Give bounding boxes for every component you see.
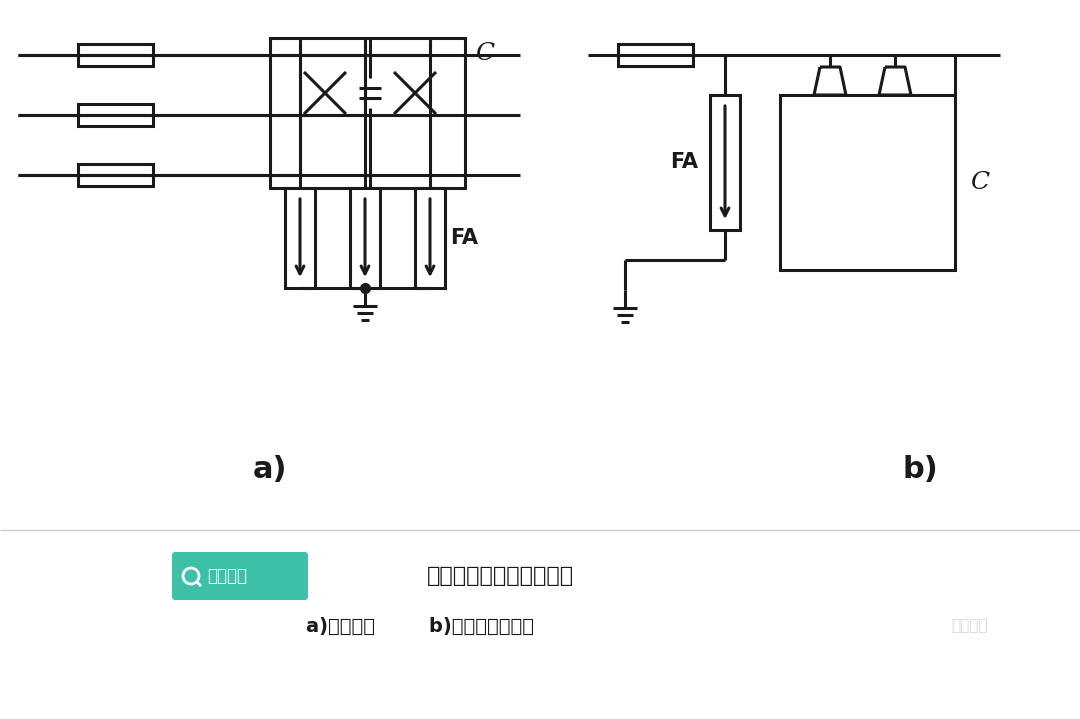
Bar <box>78 44 152 66</box>
Text: 电工知库: 电工知库 <box>207 567 247 585</box>
Bar <box>618 44 692 66</box>
Bar <box>415 188 445 288</box>
Text: 线路移相电容器保护接线: 线路移相电容器保护接线 <box>427 566 573 586</box>
Bar <box>350 188 380 288</box>
Text: b): b) <box>902 456 937 485</box>
Text: FA: FA <box>450 228 478 248</box>
Text: a): a) <box>253 456 287 485</box>
Text: C: C <box>475 42 495 65</box>
Bar <box>710 95 740 230</box>
Bar <box>780 95 955 270</box>
Text: a)接线方法        b)避雷器安装方法: a)接线方法 b)避雷器安装方法 <box>306 616 534 636</box>
Bar <box>270 38 465 188</box>
Text: C: C <box>970 171 989 194</box>
Bar <box>78 104 152 126</box>
FancyBboxPatch shape <box>172 552 308 600</box>
Text: 电工知库: 电工知库 <box>951 618 988 633</box>
Bar <box>78 164 152 186</box>
Text: FA: FA <box>670 152 698 173</box>
Bar <box>285 188 315 288</box>
